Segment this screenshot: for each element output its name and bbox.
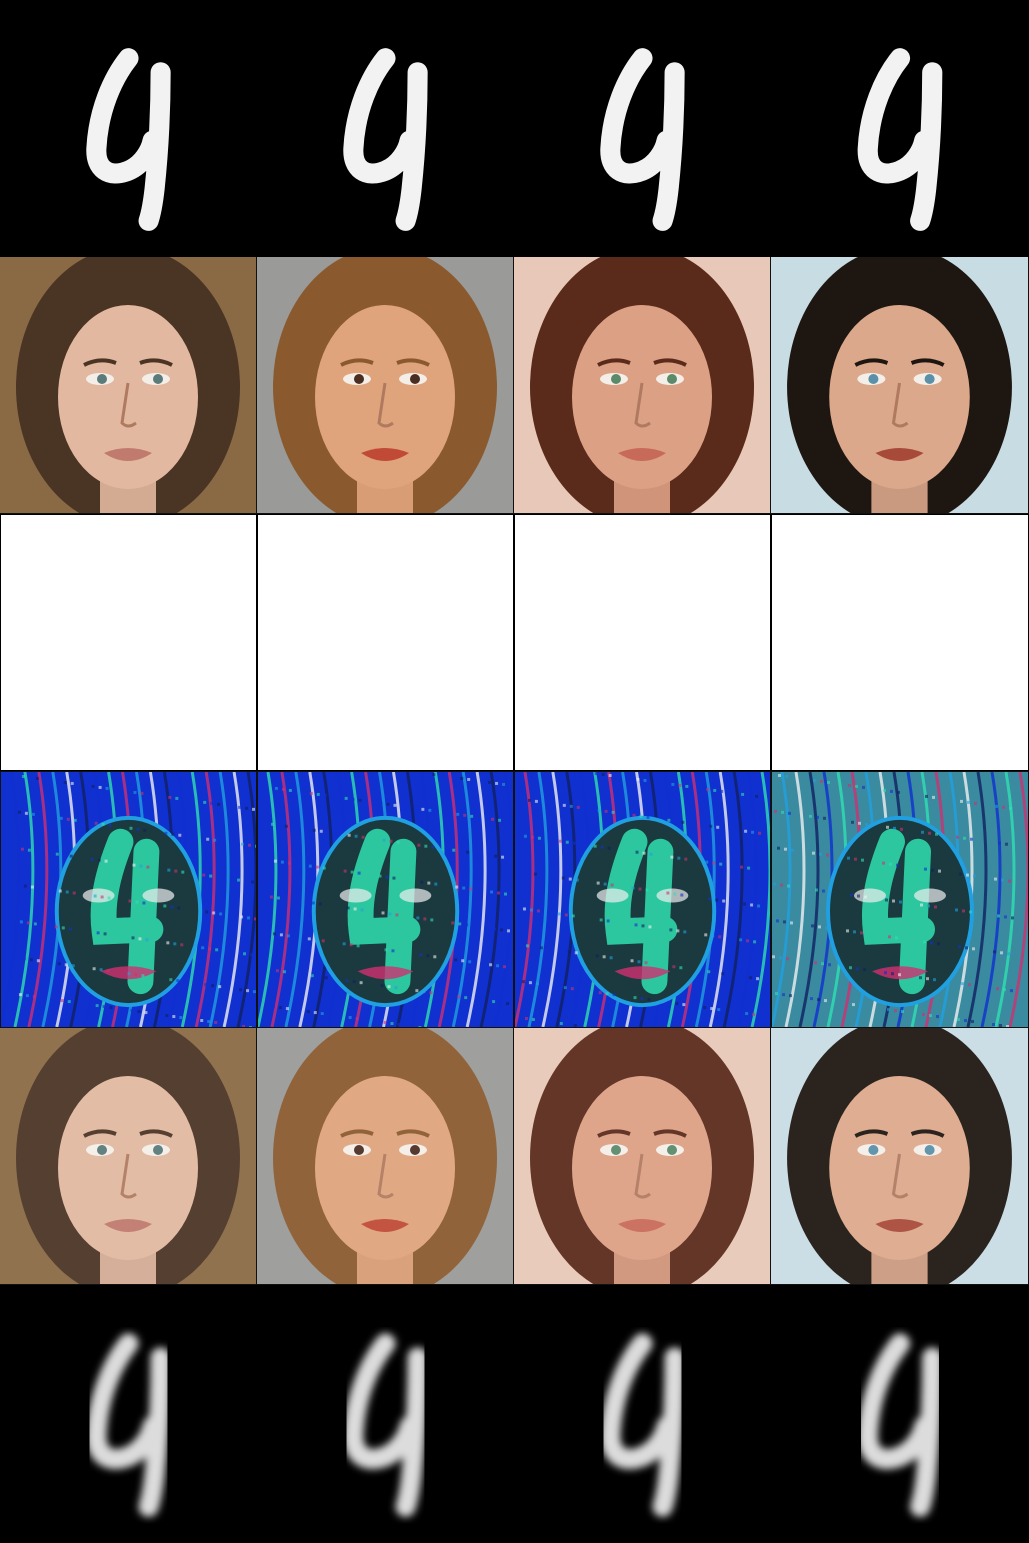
reconstructed-face xyxy=(257,1028,514,1285)
digit-drawing xyxy=(0,0,257,257)
digit-tile xyxy=(514,0,771,257)
reconstructed-face xyxy=(771,1028,1029,1285)
digit-tile xyxy=(257,0,514,257)
soften-overlay xyxy=(0,1028,256,1284)
face-photo xyxy=(0,257,257,514)
digit-stroke xyxy=(857,1333,943,1517)
blank-tile xyxy=(771,514,1029,771)
face-drawing xyxy=(771,257,1028,513)
digit-drawing xyxy=(257,1285,514,1543)
digit-tile xyxy=(771,0,1029,257)
digit-drawing xyxy=(0,1285,257,1543)
face-drawing xyxy=(257,257,513,513)
noisy-face-image xyxy=(257,771,514,1028)
noisy-face-image xyxy=(0,771,257,1028)
soften-overlay xyxy=(257,1028,513,1284)
digit-stroke xyxy=(857,48,943,231)
reconstructed-digit-tile xyxy=(0,1285,257,1543)
blank-tile xyxy=(0,514,257,771)
blank-tile xyxy=(257,514,514,771)
reconstructed-face xyxy=(0,1028,257,1285)
digit-drawing xyxy=(257,0,514,257)
face-drawing xyxy=(514,1028,770,1284)
face-photo xyxy=(771,257,1029,514)
digit-tile xyxy=(0,0,257,257)
noisy-drawing xyxy=(1,772,256,1027)
digit-drawing xyxy=(514,1285,771,1543)
digit-stroke xyxy=(86,48,171,231)
soften-overlay xyxy=(771,1028,1028,1284)
reconstructed-digit-tile xyxy=(257,1285,514,1543)
face-drawing xyxy=(514,257,770,513)
reconstructed-digit-tile xyxy=(514,1285,771,1543)
digit-stroke xyxy=(600,1333,685,1517)
blank-tile xyxy=(514,514,771,771)
face-photo xyxy=(514,257,771,514)
face-drawing xyxy=(0,257,256,513)
face-photo xyxy=(257,257,514,514)
face-drawing xyxy=(257,1028,513,1284)
digit-drawing xyxy=(771,0,1029,257)
digit-stroke xyxy=(600,48,685,231)
noisy-drawing xyxy=(772,772,1028,1027)
reconstructed-digit-tile xyxy=(771,1285,1029,1543)
noisy-drawing xyxy=(258,772,513,1027)
reconstructed-face xyxy=(514,1028,771,1285)
digit-drawing xyxy=(514,0,771,257)
digit-drawing xyxy=(771,1285,1029,1543)
noisy-face-image xyxy=(514,771,771,1028)
digit-stroke xyxy=(343,48,428,231)
noisy-face-image xyxy=(771,771,1029,1028)
noisy-drawing xyxy=(515,772,770,1027)
digit-stroke xyxy=(86,1333,171,1517)
face-drawing xyxy=(0,1028,256,1284)
digit-stroke xyxy=(343,1333,428,1517)
face-drawing xyxy=(771,1028,1028,1284)
soften-overlay xyxy=(514,1028,770,1284)
